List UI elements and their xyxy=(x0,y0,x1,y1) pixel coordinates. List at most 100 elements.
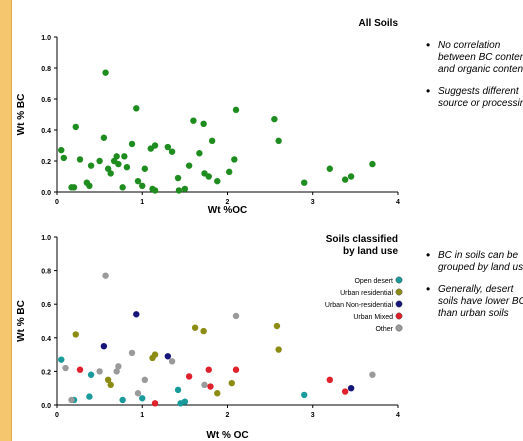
y-tick-label: 0.4 xyxy=(41,336,51,343)
data-point xyxy=(174,386,182,394)
data-point xyxy=(115,160,122,168)
data-point xyxy=(185,162,193,169)
y-tick-label: 0.0 xyxy=(41,403,51,410)
data-point xyxy=(181,185,189,193)
legend-label: Other xyxy=(375,326,393,333)
y-axis-label: Wt % BC xyxy=(16,300,27,342)
data-point xyxy=(164,143,172,151)
data-point xyxy=(326,165,333,172)
legend-marker xyxy=(395,324,403,332)
data-point xyxy=(58,356,65,363)
note-item: Suggests different source or processing xyxy=(426,85,523,110)
data-point xyxy=(76,156,84,163)
data-point xyxy=(214,177,221,185)
data-point xyxy=(369,371,376,378)
data-point xyxy=(70,184,78,191)
data-point xyxy=(102,272,109,279)
data-point xyxy=(100,343,108,350)
data-point xyxy=(191,324,199,331)
data-point xyxy=(232,312,240,320)
chart-title: by land use xyxy=(343,246,398,257)
x-tick-label: 0 xyxy=(55,199,59,206)
chart-title: Soils classified xyxy=(326,234,398,245)
data-point xyxy=(190,117,197,124)
data-point xyxy=(134,390,142,397)
data-point xyxy=(133,105,140,112)
legend-label: Urban Mixed xyxy=(353,314,393,321)
data-point xyxy=(271,115,278,123)
note-text: No correlation between BC content and or… xyxy=(438,40,523,75)
data-point xyxy=(87,371,95,378)
data-point xyxy=(174,174,182,182)
data-point xyxy=(347,173,355,180)
data-point xyxy=(96,368,103,375)
x-tick-label: 2 xyxy=(226,412,230,419)
data-point xyxy=(231,156,238,163)
data-point xyxy=(134,177,142,185)
data-point xyxy=(151,400,159,407)
data-point xyxy=(273,322,281,330)
data-point xyxy=(102,69,109,76)
x-tick-label: 3 xyxy=(311,412,315,419)
data-point xyxy=(151,142,159,149)
data-point xyxy=(207,383,214,390)
data-point xyxy=(76,366,84,373)
note-item: BC in soils can be grouped by land use xyxy=(426,249,523,274)
legend-label: Open desert xyxy=(354,278,393,285)
data-point xyxy=(123,164,131,171)
data-point xyxy=(100,134,108,141)
data-point xyxy=(119,184,126,191)
data-point xyxy=(107,170,114,177)
data-point xyxy=(275,137,282,145)
data-point xyxy=(232,366,240,373)
x-axis-label: Wt %OC xyxy=(208,205,247,216)
data-point xyxy=(275,346,282,353)
legend-marker xyxy=(395,288,403,296)
note-text: Suggests different source or processing xyxy=(438,86,523,109)
data-point xyxy=(72,331,79,338)
side-accent-strip xyxy=(0,0,12,441)
data-point xyxy=(68,396,75,404)
data-point xyxy=(232,106,240,114)
legend-marker xyxy=(395,312,403,320)
data-point xyxy=(139,182,146,189)
x-tick-label: 1 xyxy=(140,199,144,206)
legend-label: Urban Non-residential xyxy=(325,302,394,309)
data-point xyxy=(133,311,140,318)
data-point xyxy=(347,385,355,392)
y-tick-label: 0.6 xyxy=(41,97,51,104)
data-point xyxy=(181,398,189,405)
notes-bottom: BC in soils can be grouped by land use G… xyxy=(426,249,523,330)
data-point xyxy=(168,358,176,365)
data-point xyxy=(369,160,376,168)
x-tick-label: 0 xyxy=(55,412,59,419)
y-tick-label: 1.0 xyxy=(41,35,51,42)
data-point xyxy=(208,137,216,145)
data-point xyxy=(139,395,146,402)
data-point xyxy=(164,353,172,360)
y-tick-label: 0.2 xyxy=(41,159,51,166)
note-item: Generally, desert soils have lower BC th… xyxy=(426,283,523,320)
data-point xyxy=(175,187,183,194)
chart-title: All Soils xyxy=(359,18,399,29)
data-point xyxy=(151,187,159,194)
y-tick-label: 0.6 xyxy=(41,302,51,309)
data-point xyxy=(104,376,112,383)
x-axis-label: Wt % OC xyxy=(206,430,248,441)
data-point xyxy=(128,349,136,357)
data-point xyxy=(228,379,235,387)
legend-marker xyxy=(395,300,403,308)
data-point xyxy=(326,376,333,383)
data-point xyxy=(62,364,69,372)
legend-marker xyxy=(395,276,403,284)
data-point xyxy=(341,388,349,395)
data-point xyxy=(86,182,93,189)
data-point xyxy=(113,368,120,375)
legend-label: Urban residential xyxy=(340,290,393,297)
note-text: BC in soils can be grouped by land use xyxy=(438,250,523,273)
data-point xyxy=(115,363,122,370)
y-tick-label: 0.8 xyxy=(41,66,51,73)
data-point xyxy=(214,390,221,397)
data-point xyxy=(96,157,103,165)
